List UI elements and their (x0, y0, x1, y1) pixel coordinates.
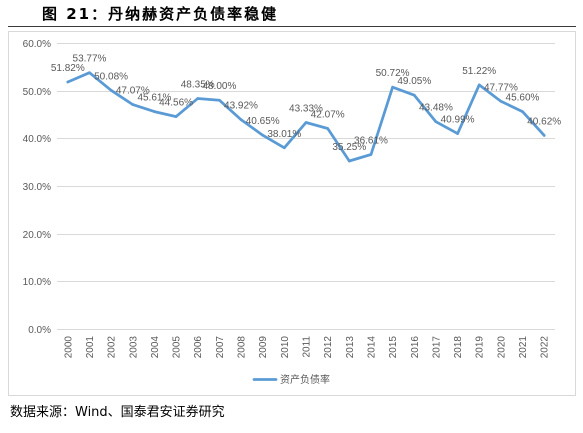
data-point-2003 (131, 103, 135, 106)
data-label-2015: 50.72% (376, 68, 410, 79)
x-tick-label-2004: 2004 (150, 336, 161, 359)
x-tick-label-2000: 2000 (63, 336, 74, 359)
x-tick-label-2006: 2006 (193, 336, 204, 359)
data-point-2015 (391, 85, 394, 89)
data-label-2008: 43.92% (224, 101, 258, 112)
x-tick-label-2020: 2020 (496, 336, 507, 359)
data-point-2021 (521, 110, 524, 113)
data-label-2003: 47.07% (116, 86, 150, 97)
data-label-2019: 51.22% (462, 66, 496, 77)
x-tick-label-2008: 2008 (237, 336, 248, 359)
x-tick-label-2018: 2018 (453, 336, 464, 359)
y-tick-label: 20.0% (23, 230, 51, 241)
x-tick-label-2017: 2017 (431, 336, 442, 359)
data-point-2000 (66, 80, 70, 84)
data-point-2009 (261, 133, 265, 137)
data-point-2013 (348, 159, 351, 163)
y-tick-label: 0.0% (28, 325, 51, 336)
data-point-2017 (434, 120, 438, 123)
data-point-2012 (326, 127, 330, 130)
data-point-2001 (88, 71, 91, 74)
data-point-2002 (109, 89, 113, 92)
y-axis-labels: 0.0% 10.0% 20.0% 30.0% 40.0% 50.0% 60.0% (23, 39, 51, 336)
data-label-2011: 43.33% (289, 104, 323, 115)
x-tick-label-2001: 2001 (85, 336, 96, 359)
x-tick-label-2003: 2003 (128, 336, 139, 359)
data-point-2007 (218, 98, 221, 102)
data-label-2001: 53.77% (73, 54, 107, 65)
data-point-2005 (174, 115, 178, 118)
data-label-2021: 45.60% (506, 93, 540, 104)
x-tick-label-2019: 2019 (475, 336, 486, 359)
data-label-2009: 40.65% (246, 116, 280, 127)
x-tick-label-2005: 2005 (172, 336, 183, 359)
y-tick-label: 10.0% (23, 277, 51, 288)
x-axis-labels: 2000 2001 2002 2003 2004 2005 2006 2007 2008 2009… (63, 336, 550, 359)
x-tick-label-2016: 2016 (410, 336, 421, 359)
chart-frame (8, 31, 576, 396)
x-tick-label-2021: 2021 (518, 336, 529, 359)
y-tick-label: 50.0% (23, 87, 51, 98)
x-tick-label-2009: 2009 (258, 336, 269, 359)
x-tick-label-2010: 2010 (280, 336, 291, 359)
data-label-2002: 50.08% (94, 71, 128, 82)
data-point-2016 (413, 93, 416, 97)
data-point-2010 (283, 146, 286, 150)
data-point-2011 (304, 121, 308, 124)
data-label-2016: 49.05% (397, 76, 431, 87)
legend: 资产负债率 (252, 373, 330, 386)
data-label-2007: 48.00% (202, 81, 236, 92)
y-tick-label: 30.0% (23, 182, 51, 193)
gridlines (57, 43, 555, 330)
x-tick-label-2002: 2002 (107, 336, 118, 359)
data-label-2013: 35.25% (332, 142, 366, 153)
x-tick-label-2007: 2007 (215, 336, 226, 359)
data-point-2019 (477, 83, 481, 87)
figure-source: 数据来源：Wind、国泰君安证券研究 (10, 405, 225, 420)
data-label-2014: 36.61% (354, 136, 388, 147)
data-label-2010: 38.01% (267, 129, 301, 140)
data-labels: 51.82%53.77% 50.08% 47.07%45.61%44.56% 48.3… (51, 54, 561, 153)
data-label-2004: 45.61% (137, 93, 171, 104)
data-label-2006: 48.35% (181, 80, 215, 91)
data-label-2022: 40.62% (527, 116, 561, 127)
figure-caption: 图 21：丹纳赫资产负债率稳健 (42, 5, 279, 23)
data-point-2008 (239, 118, 243, 121)
x-tick-label-2013: 2013 (345, 336, 356, 359)
legend-label: 资产负债率 (280, 373, 330, 386)
data-label-2005: 44.56% (159, 98, 193, 109)
data-point-2014 (369, 153, 373, 156)
caption-rule (8, 26, 576, 27)
data-point-2018 (456, 132, 459, 135)
series-debt-ratio (66, 71, 546, 163)
data-label-2018: 40.99% (441, 115, 475, 126)
data-label-2000: 51.82% (51, 63, 85, 74)
x-tick-label-2011: 2011 (302, 336, 313, 358)
x-tick-label-2022: 2022 (540, 336, 551, 359)
data-point-2020 (499, 100, 503, 103)
data-point-2006 (196, 97, 199, 100)
x-tick-label-2012: 2012 (323, 336, 334, 359)
data-label-2012: 42.07% (311, 110, 345, 121)
data-point-2004 (153, 110, 156, 113)
x-tick-label-2014: 2014 (367, 336, 378, 359)
y-tick-label: 40.0% (23, 134, 51, 145)
data-point-2022 (542, 134, 546, 137)
data-label-2020: 47.77% (484, 82, 518, 93)
data-label-2017: 43.48% (419, 103, 453, 114)
x-tick-label-2015: 2015 (388, 336, 399, 359)
y-tick-label: 60.0% (23, 39, 51, 50)
